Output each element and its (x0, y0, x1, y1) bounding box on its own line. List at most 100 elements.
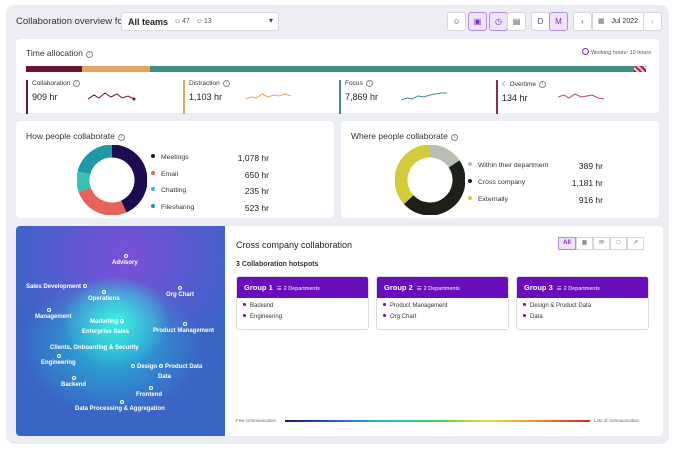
where-people-legend-value: 389 hr (578, 161, 603, 171)
calendar-icon: ▦ (598, 18, 605, 25)
filter-chat-button[interactable]: □ (610, 237, 627, 250)
how-people-slice-1[interactable] (78, 187, 127, 215)
pin-icon (82, 284, 87, 288)
group-item-label: Backend (250, 303, 274, 309)
map-node-sales-development[interactable]: Sales Development (26, 284, 89, 290)
map-node-product-data[interactable]: Product Data (159, 364, 202, 370)
group-item-label: Product Management (390, 303, 448, 309)
map-node-data[interactable]: Data (158, 374, 171, 380)
time-allocation-label: Time allocation (26, 48, 83, 58)
filter-all-button[interactable]: All (558, 237, 576, 250)
group-item-label: Engineering (250, 314, 283, 320)
allocation-segment-focus[interactable] (149, 66, 634, 72)
map-node-frontend[interactable]: Frontend (136, 386, 162, 398)
map-node-label: Data (158, 374, 172, 380)
allocation-bar (26, 66, 646, 72)
map-node-label: Data Processing & Aggregation (75, 406, 165, 412)
cross-company-title: Cross company collaboration (236, 240, 353, 250)
map-node-backend[interactable]: Backend (61, 376, 86, 388)
scale-high-label: Lots of communication (594, 418, 640, 423)
working-hours-text: Working hours: 10 hours (591, 50, 651, 56)
team-view-button[interactable]: ▣ (468, 12, 487, 31)
map-node-engineering[interactable]: Engineering (41, 354, 76, 366)
collaboration-map[interactable]: Advisory Sales Development Org Chart Ope… (16, 226, 225, 436)
info-icon[interactable]: i (73, 80, 81, 87)
person-view-button[interactable]: ☺ (447, 12, 466, 31)
info-icon[interactable]: i (539, 81, 547, 88)
info-icon[interactable]: i (117, 134, 125, 141)
next-month-button[interactable]: › (643, 12, 662, 31)
how-people-legend-item: Email (151, 170, 178, 178)
calendar-icon: ▦ (581, 240, 588, 246)
hotspot-group-1[interactable]: Group 1 ☰ 2 Departments Backend Engineeri… (236, 276, 369, 330)
clock-icon (582, 48, 590, 55)
allocation-segment-overtime[interactable] (633, 66, 646, 72)
legend-label: Externally (478, 196, 508, 203)
filter-email-button[interactable]: ✉ (593, 237, 610, 250)
where-people-slice-0[interactable] (429, 145, 460, 168)
layers-icon: ☰ (416, 286, 422, 292)
time-view-button[interactable]: ◷ (489, 12, 508, 31)
stat-overtime[interactable]: ☾ Overtime i 134 hr (496, 80, 646, 114)
allocation-segment-distraction[interactable] (81, 66, 150, 72)
hotspot-group-3[interactable]: Group 3 ☰ 2 Departments Design & Product … (516, 276, 649, 330)
how-people-legend-value: 1,078 hr (237, 153, 269, 163)
stat-focus[interactable]: Focus i 7,869 hr (339, 80, 489, 114)
map-node-enterprise-sales[interactable]: Enterprise Sales (82, 329, 129, 335)
map-node-operations[interactable]: Operations (88, 290, 120, 302)
how-people-label: How people collaborate (26, 131, 115, 141)
map-node-marketing[interactable]: Marketing (90, 319, 126, 325)
group-item-label: Design & Product Data (530, 303, 592, 309)
how-people-card: How people collaborate i Meetings 1,078 hr… (16, 121, 334, 218)
hotspot-group-2[interactable]: Group 2 ☰ 2 Departments Product Managemen… (376, 276, 509, 330)
legend-label: Meetings (161, 154, 189, 161)
scale-low-label: Few communication (236, 418, 277, 423)
map-node-product-management[interactable]: Product Management (153, 322, 214, 334)
money-view-button[interactable]: ▤ (507, 12, 526, 31)
stat-distraction[interactable]: Distraction i 1,103 hr (183, 80, 333, 114)
legend-label: Within their department (478, 162, 549, 169)
list-item: Data (523, 314, 648, 320)
period-day-button[interactable]: D (531, 12, 550, 31)
info-icon[interactable]: i (85, 51, 93, 58)
legend-label: Cross company (478, 179, 526, 186)
how-people-legend-item: Meetings (151, 154, 189, 161)
where-people-slice-2[interactable] (395, 145, 431, 205)
info-icon[interactable]: i (222, 80, 230, 87)
info-icon[interactable]: i (365, 80, 373, 87)
group-item-label: Org Chart (390, 314, 417, 320)
where-people-legend-item: Within their department (468, 162, 548, 169)
map-node-management[interactable]: Management (35, 308, 72, 320)
stat-collaboration[interactable]: Collaboration i 909 hr (26, 80, 176, 114)
map-node-data-processing[interactable]: Data Processing & Aggregation (75, 400, 165, 412)
how-people-slice-2[interactable] (77, 171, 91, 193)
map-node-design[interactable]: Design (131, 364, 157, 370)
stat-label: Focus (345, 80, 363, 87)
pin-icon (149, 386, 153, 390)
map-node-clients-onboarding[interactable]: Clients, Onboarding & Security (50, 345, 139, 351)
how-people-slice-0[interactable] (111, 145, 147, 213)
filter-share-button[interactable]: ↗ (627, 237, 644, 250)
team-select-value: All teams (128, 17, 169, 27)
how-people-donut[interactable] (77, 145, 147, 215)
list-item: Engineering (243, 314, 368, 320)
date-picker[interactable]: ▦ Jul 2022 (592, 12, 644, 31)
where-people-slice-1[interactable] (403, 160, 465, 215)
team-select[interactable]: All teams ☺ 47 ☺ 13 ▾ (121, 12, 279, 31)
pin-icon (47, 308, 51, 312)
map-node-advisory[interactable]: Advisory (112, 254, 138, 266)
legend-dot (151, 187, 155, 192)
stat-value: 7,869 hr (345, 92, 379, 102)
where-people-donut[interactable] (395, 145, 465, 215)
briefcase-icon: ▣ (473, 17, 482, 26)
overtime-sparkline (558, 93, 605, 100)
how-people-title: How people collaborate i (26, 131, 125, 141)
filter-calendar-button[interactable]: ▦ (576, 237, 593, 250)
allocation-segment-collaboration[interactable] (26, 66, 82, 72)
how-people-slice-3[interactable] (77, 145, 113, 175)
prev-month-button[interactable]: ‹ (573, 12, 592, 31)
period-month-button[interactable]: M (549, 12, 568, 31)
map-node-org-chart[interactable]: Org Chart (166, 286, 194, 298)
info-icon[interactable]: i (450, 134, 458, 141)
collaboration-sparkline (88, 92, 136, 101)
